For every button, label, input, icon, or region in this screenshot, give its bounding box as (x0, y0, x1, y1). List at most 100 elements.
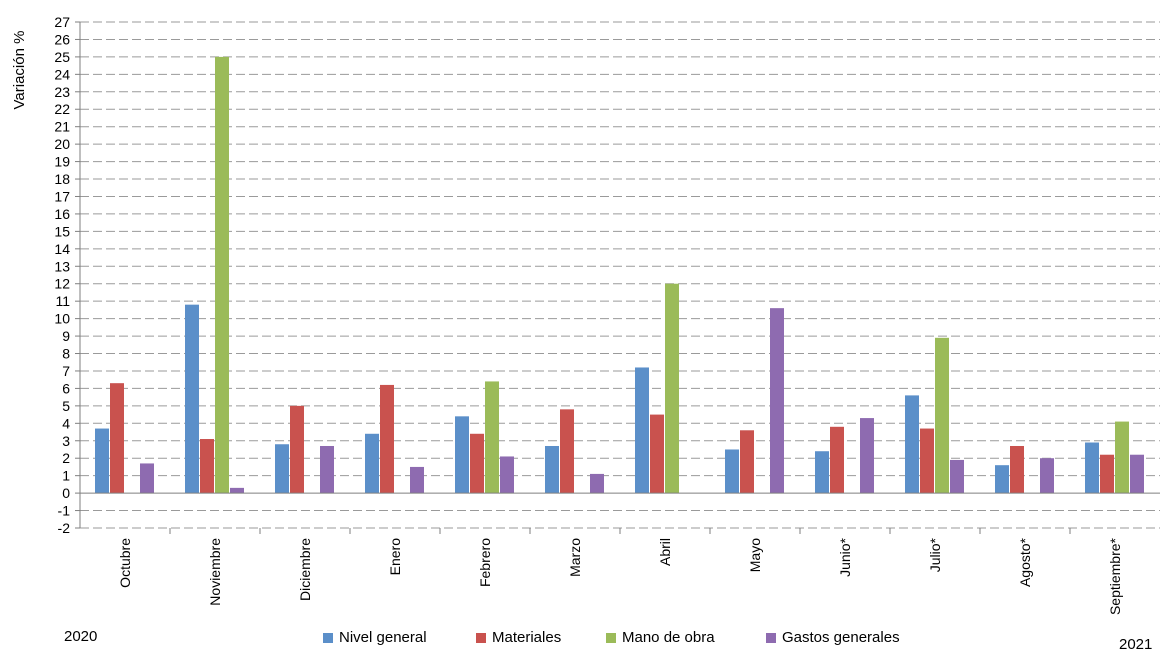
x-tick-label: Julio* (927, 537, 943, 572)
x-tick-label: Febrero (477, 538, 493, 587)
legend-swatch (766, 632, 776, 643)
bar-materiales (1100, 454, 1114, 494)
legend-swatch (476, 632, 486, 643)
legend-swatch (323, 632, 333, 643)
bar-nivel-general (365, 433, 379, 494)
y-tick-label: 7 (62, 363, 70, 379)
bar-nivel-general (455, 416, 469, 494)
bar-gastos-generales (860, 418, 874, 494)
bar-gastos-generales (500, 456, 514, 494)
bar-mano-de-obra (665, 283, 679, 494)
legend-item: Nivel general (323, 629, 427, 646)
bar-gastos-generales (950, 459, 964, 494)
bar-nivel-general (905, 395, 919, 494)
bar-materiales (290, 405, 304, 494)
x-tick-label: Marzo (567, 538, 583, 577)
bar-gastos-generales (1040, 458, 1054, 494)
bars (95, 56, 1144, 494)
y-tick-label: -2 (58, 520, 71, 536)
y-tick-label: 23 (54, 84, 70, 100)
bar-materiales (830, 426, 844, 494)
y-tick-label: 6 (62, 380, 70, 396)
legend: Nivel general Materiales Mano de obra Gasto… (0, 629, 1161, 651)
year-label-start: 2020 (64, 628, 98, 645)
bar-nivel-general (95, 428, 109, 494)
y-tick-label: 18 (54, 171, 70, 187)
y-tick-label: 25 (54, 49, 70, 65)
bar-gastos-generales (410, 466, 424, 494)
bar-nivel-general (1085, 442, 1099, 494)
bar-materiales (740, 430, 754, 494)
legend-label: Nivel general (339, 629, 427, 646)
legend-item: Materiales (476, 629, 561, 646)
y-tick-label: 14 (54, 241, 70, 257)
y-tick-label: 22 (54, 101, 70, 117)
y-tick-label: 19 (54, 154, 70, 170)
bar-nivel-general (635, 367, 649, 494)
year-label-end: 2021 (1119, 636, 1153, 653)
y-tick-label: 17 (54, 188, 70, 204)
legend-item: Gastos generales (766, 629, 900, 646)
legend-item: Mano de obra (606, 629, 715, 646)
bar-gastos-generales (230, 487, 244, 494)
y-tick-label: 10 (54, 311, 70, 327)
y-tick-label: 16 (54, 206, 70, 222)
bar-materiales (470, 433, 484, 494)
legend-label: Mano de obra (622, 629, 715, 646)
bar-mano-de-obra (935, 337, 949, 494)
bar-nivel-general (275, 444, 289, 494)
bar-nivel-general (545, 445, 559, 494)
bar-gastos-generales (770, 308, 784, 494)
x-tick-label: Abril (657, 538, 673, 566)
bar-mano-de-obra (215, 56, 229, 494)
bar-materiales (650, 414, 664, 494)
y-tick-label: -1 (58, 503, 71, 519)
y-tick-label: 12 (54, 276, 70, 292)
y-tick-label: 9 (62, 328, 70, 344)
y-tick-label: 20 (54, 136, 70, 152)
bar-nivel-general (725, 449, 739, 494)
x-tick-label: Enero (387, 538, 403, 576)
axes (75, 21, 1160, 534)
y-tick-label: 27 (54, 14, 70, 30)
x-tick-label: Octubre (117, 538, 133, 588)
y-axis-label: Variación % (11, 31, 28, 110)
bar-materiales (1010, 445, 1024, 494)
y-tick-label: 8 (62, 346, 70, 362)
bar-materiales (200, 439, 214, 494)
legend-label: Gastos generales (782, 629, 900, 646)
bar-mano-de-obra (485, 381, 499, 494)
y-tick-label: 1 (62, 468, 70, 484)
bar-gastos-generales (1130, 454, 1144, 494)
bar-nivel-general (995, 465, 1009, 494)
bar-materiales (110, 383, 124, 494)
y-tick-label: 15 (54, 223, 70, 239)
bar-materiales (920, 428, 934, 494)
x-tick-label: Junio* (837, 537, 853, 576)
y-tick-label: 13 (54, 258, 70, 274)
y-tick-label: 21 (54, 119, 70, 135)
y-tick-label: 26 (54, 31, 70, 47)
x-tick-label: Noviembre (207, 538, 223, 606)
y-tick-label: 11 (55, 293, 70, 309)
x-tick-label: Diciembre (297, 538, 313, 601)
bar-materiales (380, 384, 394, 494)
bar-gastos-generales (140, 463, 154, 494)
gridlines (80, 21, 1160, 529)
bar-mano-de-obra (1115, 421, 1129, 494)
bar-nivel-general (815, 451, 829, 494)
y-tick-label: 5 (62, 398, 70, 414)
bar-gastos-generales (320, 445, 334, 494)
y-tick-label: 2 (62, 450, 70, 466)
y-tick-label: 24 (54, 66, 70, 82)
x-tick-labels: Octubre Noviembre Diciembre Enero Febrero Mar… (117, 537, 1123, 615)
x-tick-label: Mayo (747, 538, 763, 572)
y-tick-label: 3 (62, 433, 70, 449)
bar-gastos-generales (590, 473, 604, 494)
bar-nivel-general (185, 304, 199, 494)
legend-label: Materiales (492, 629, 562, 646)
legend-swatch (606, 632, 616, 643)
x-tick-label: Agosto* (1017, 537, 1033, 587)
bar-materiales (560, 409, 574, 494)
